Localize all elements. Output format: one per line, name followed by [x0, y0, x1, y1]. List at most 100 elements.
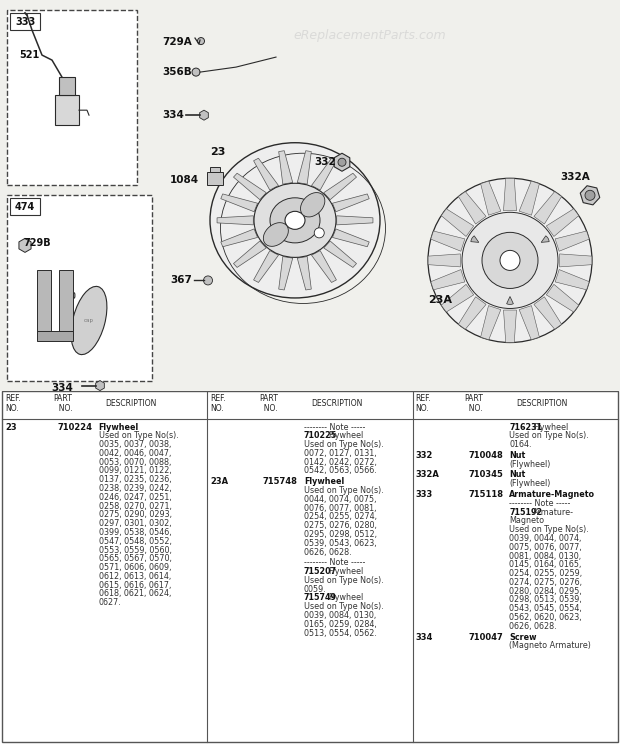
Text: 0298, 0513, 0539,: 0298, 0513, 0539, — [509, 595, 582, 604]
Text: 710345: 710345 — [468, 470, 503, 479]
Circle shape — [203, 276, 213, 285]
Text: 0254, 0255, 0274,: 0254, 0255, 0274, — [304, 513, 377, 522]
Polygon shape — [311, 158, 337, 190]
Text: -------- Note -----: -------- Note ----- — [509, 498, 570, 508]
Text: 715748: 715748 — [263, 477, 298, 487]
Text: 0627.: 0627. — [99, 598, 122, 607]
Text: 474: 474 — [15, 202, 35, 212]
Bar — [10, 199, 40, 215]
Text: 715192: 715192 — [509, 507, 542, 516]
Text: Nut: Nut — [509, 451, 525, 460]
Text: 0145, 0164, 0165,: 0145, 0164, 0165, — [509, 560, 582, 569]
Text: 0165, 0259, 0284,: 0165, 0259, 0284, — [304, 620, 376, 629]
Polygon shape — [332, 229, 369, 247]
Text: (Magneto Armature): (Magneto Armature) — [509, 641, 591, 650]
Polygon shape — [428, 254, 461, 267]
Polygon shape — [560, 254, 592, 267]
Text: 0542, 0563, 0566.: 0542, 0563, 0566. — [304, 466, 376, 475]
Circle shape — [198, 37, 205, 45]
Polygon shape — [254, 251, 278, 283]
Text: 356B: 356B — [162, 67, 192, 77]
Text: Nut: Nut — [509, 470, 525, 479]
Polygon shape — [297, 151, 311, 184]
Text: Used on Type No(s).: Used on Type No(s). — [509, 525, 589, 534]
Polygon shape — [217, 216, 254, 225]
Text: 0543, 0545, 0554,: 0543, 0545, 0554, — [509, 604, 582, 613]
Text: 0539, 0543, 0623,: 0539, 0543, 0623, — [304, 539, 376, 548]
Text: (Flywheel): (Flywheel) — [509, 460, 551, 469]
Bar — [55, 95, 79, 125]
Text: Armature-Magneto: Armature-Magneto — [509, 490, 595, 499]
Text: 521: 521 — [19, 50, 39, 60]
Bar — [7, 196, 152, 381]
Polygon shape — [297, 257, 311, 290]
Text: 23: 23 — [210, 147, 226, 157]
Circle shape — [500, 251, 520, 270]
Text: 0075, 0076, 0077,: 0075, 0076, 0077, — [509, 542, 582, 552]
Text: 0553, 0559, 0560,: 0553, 0559, 0560, — [99, 545, 171, 554]
Text: 715118: 715118 — [468, 490, 503, 499]
Text: Used on Type No(s).: Used on Type No(s). — [304, 486, 384, 495]
Polygon shape — [221, 194, 257, 212]
Text: 332: 332 — [314, 157, 336, 167]
Polygon shape — [324, 173, 356, 199]
Text: 0164.: 0164. — [509, 440, 532, 449]
Text: 0053, 0070, 0088,: 0053, 0070, 0088, — [99, 458, 171, 466]
Text: REF.
NO.: REF. NO. — [415, 394, 432, 413]
Text: 333: 333 — [415, 490, 433, 499]
Wedge shape — [471, 236, 479, 243]
Text: 715207: 715207 — [304, 567, 337, 576]
Ellipse shape — [301, 193, 325, 217]
Text: Screw: Screw — [509, 632, 537, 641]
Text: Flywheel: Flywheel — [328, 594, 363, 603]
Polygon shape — [311, 251, 337, 283]
Text: 710047: 710047 — [468, 632, 503, 641]
Polygon shape — [441, 209, 474, 237]
Bar — [59, 77, 75, 95]
Text: Used on Type No(s).: Used on Type No(s). — [304, 440, 384, 449]
Polygon shape — [337, 216, 373, 225]
Text: 0280, 0284, 0295,: 0280, 0284, 0295, — [509, 587, 582, 596]
Polygon shape — [534, 297, 562, 330]
Text: 333: 333 — [15, 17, 35, 27]
Polygon shape — [519, 181, 539, 215]
Text: 0059.: 0059. — [304, 585, 327, 594]
Polygon shape — [480, 306, 501, 340]
Text: Used on Type No(s).: Used on Type No(s). — [509, 432, 589, 440]
Text: 367: 367 — [170, 275, 192, 286]
Text: 332: 332 — [415, 451, 433, 460]
Polygon shape — [221, 229, 257, 247]
Text: Flywheel: Flywheel — [328, 432, 363, 440]
Text: Flywheel: Flywheel — [99, 423, 139, 432]
Text: 0238, 0239, 0242,: 0238, 0239, 0242, — [99, 484, 171, 493]
Text: REF.
NO.: REF. NO. — [210, 394, 226, 413]
Text: -------- Note -----: -------- Note ----- — [304, 423, 365, 432]
Ellipse shape — [210, 143, 380, 298]
Text: 332A: 332A — [560, 173, 590, 182]
Polygon shape — [503, 179, 516, 211]
Text: Magneto: Magneto — [509, 516, 544, 525]
Text: 0258, 0270, 0271,: 0258, 0270, 0271, — [99, 501, 171, 510]
Text: 729B: 729B — [23, 238, 51, 248]
Text: DESCRIPTION: DESCRIPTION — [105, 399, 157, 408]
Text: REF.
NO.: REF. NO. — [5, 394, 20, 413]
Text: 0513, 0554, 0562.: 0513, 0554, 0562. — [304, 629, 377, 638]
Text: 0142, 0242, 0272,: 0142, 0242, 0272, — [304, 458, 377, 466]
Text: 0076, 0077, 0081,: 0076, 0077, 0081, — [304, 504, 376, 513]
Polygon shape — [234, 173, 266, 199]
Text: 0275, 0290, 0293,: 0275, 0290, 0293, — [99, 510, 172, 519]
Text: 0297, 0301, 0302,: 0297, 0301, 0302, — [99, 519, 171, 528]
Bar — [210, 167, 220, 173]
Text: 710224: 710224 — [58, 423, 92, 432]
Text: 23: 23 — [5, 423, 17, 432]
Text: 0618, 0621, 0624,: 0618, 0621, 0624, — [99, 589, 171, 598]
Text: 715749: 715749 — [304, 594, 337, 603]
Polygon shape — [279, 257, 293, 290]
Ellipse shape — [264, 222, 288, 246]
Text: 23A: 23A — [428, 295, 452, 306]
Polygon shape — [555, 269, 589, 290]
Text: 710225: 710225 — [304, 432, 337, 440]
Ellipse shape — [270, 198, 320, 243]
Polygon shape — [431, 269, 465, 290]
Polygon shape — [254, 158, 278, 190]
